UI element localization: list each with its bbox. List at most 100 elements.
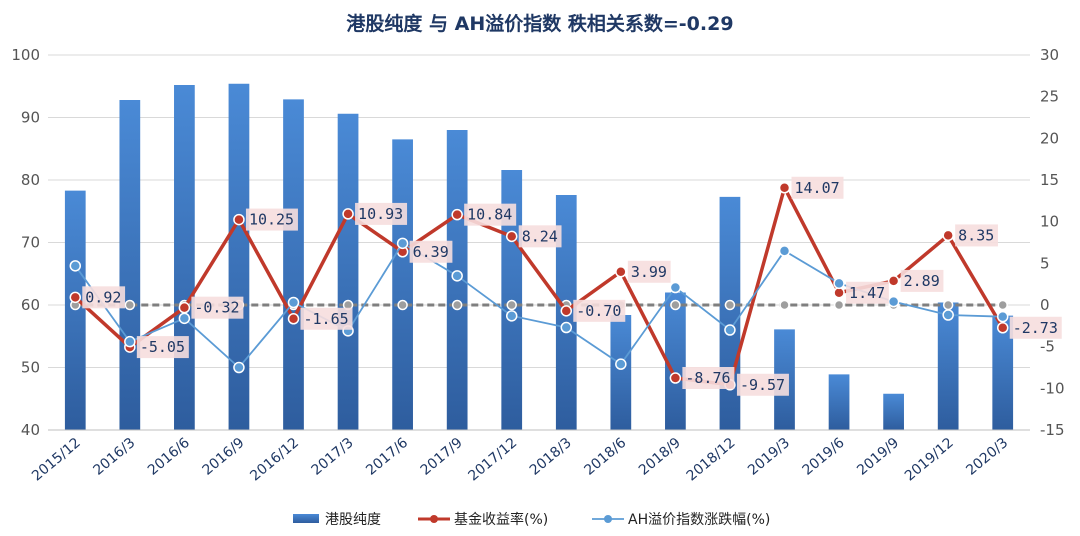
legend-item: 基金收益率(%) [418, 511, 548, 528]
data-label: -8.76 [685, 369, 730, 387]
data-label-bg [1009, 316, 1062, 339]
x-tick-label: 2018/3 [527, 435, 575, 479]
axis-layer: 40 50 60 70 80 90 100 -15 -10 -5 0 5 10 15 20 25 30 2015/… [11, 46, 1064, 484]
data-label-bg [136, 336, 189, 359]
ah-premium-point [178, 312, 191, 325]
legend-item: AH溢价指数涨跌幅(%) [592, 512, 770, 528]
ah-premium-point [833, 277, 845, 290]
x-tick-label: 2017/3 [309, 435, 357, 479]
bar [828, 374, 850, 430]
legend-item: 港股纯度 [293, 512, 381, 528]
y-right-tick-label: 10 [1040, 213, 1059, 231]
x-tick-label: 2017/6 [363, 435, 411, 479]
ah-premium-point [669, 281, 682, 294]
x-tick-label: 2020/3 [963, 435, 1011, 479]
ah-premium-point [942, 309, 954, 321]
y-left-tick-label: 60 [21, 296, 40, 314]
fund-return-point [505, 230, 518, 243]
bar [610, 315, 632, 430]
bar [337, 113, 359, 430]
legend-swatch-marker [604, 515, 612, 523]
ah-premium-point [996, 310, 1009, 323]
fund-return-point [887, 275, 900, 287]
ah-premium-point [69, 260, 82, 272]
data-label: -0.70 [576, 302, 621, 320]
bar [228, 83, 250, 430]
zero-reference-point [997, 299, 1008, 311]
zero-reference-point [451, 299, 463, 311]
x-tick-label: 2016/12 [247, 435, 302, 485]
fund-return-point [942, 229, 954, 242]
bar [665, 292, 686, 430]
y-right-tick-label: -10 [1040, 379, 1065, 397]
bar [174, 85, 195, 430]
y-right-tick-label: -5 [1040, 338, 1055, 356]
data-label-bg [955, 224, 998, 247]
zero-reference-point [670, 299, 681, 311]
data-label-bg [791, 176, 844, 199]
ah-premium-point [505, 310, 518, 322]
x-tick-label: 2018/6 [581, 435, 629, 479]
x-tick-label: 2017/9 [418, 435, 466, 479]
data-label: 8.24 [522, 227, 558, 245]
data-label: -0.32 [194, 299, 239, 317]
data-label: 1.47 [849, 284, 885, 302]
data-label: 0.92 [85, 288, 121, 306]
data-label-bg [736, 373, 789, 396]
data-label-bg [464, 203, 517, 226]
fund-return-point [615, 266, 627, 278]
ah-premium-point [778, 245, 791, 257]
data-label-bg [245, 208, 298, 231]
data-label-bg [573, 299, 626, 322]
label-layer: 0.92 -5.05 -0.32 10.25 -1.65 10.93 6.39 10.84 8.… [82, 176, 1062, 396]
legend-label: 港股纯度 [325, 512, 381, 528]
y-left-tick-label: 50 [21, 359, 40, 377]
legend-swatch-marker [430, 515, 438, 523]
data-label-bg [518, 225, 562, 248]
zero-reference-point [506, 299, 517, 311]
data-label-bg [300, 307, 353, 330]
ah-premium-point [287, 296, 300, 309]
fund-return-point [833, 287, 845, 299]
bar [64, 190, 86, 430]
data-label-bg [627, 260, 671, 283]
y-left-tick-label: 90 [21, 109, 40, 127]
x-tick-label: 2019/6 [800, 435, 848, 479]
x-tick-label: 2016/3 [90, 435, 138, 479]
legend-label: 基金收益率(%) [454, 511, 548, 528]
data-label: -2.73 [1013, 319, 1058, 337]
fund-return-point [778, 182, 791, 194]
bar [119, 100, 141, 430]
data-label-bg [355, 202, 408, 225]
y-left-tick-label: 70 [21, 234, 40, 252]
data-label-bg [191, 296, 244, 319]
data-label: 8.35 [958, 226, 994, 244]
data-label: 10.93 [358, 205, 403, 223]
data-label-bg [409, 240, 453, 263]
ah-premium-point [724, 324, 736, 336]
y-left-tick-label: 40 [21, 421, 40, 439]
ah-premium-point [451, 270, 463, 282]
data-label-bg [682, 367, 735, 389]
bar [883, 393, 904, 430]
legend: 港股纯度 基金收益率(%) AH溢价指数涨跌幅(%) [293, 511, 770, 528]
y-right-tick-label: 0 [1040, 296, 1050, 314]
x-tick-label: 2016/6 [145, 435, 193, 479]
ah-premium-point [396, 237, 409, 250]
fund-return-point [287, 313, 300, 325]
y-right-tick-label: 20 [1040, 129, 1059, 147]
x-tick-label: 2017/12 [465, 435, 520, 485]
legend-swatch-bar [293, 514, 319, 523]
x-tick-label: 2019/3 [745, 435, 793, 479]
zero-reference-point [833, 299, 845, 311]
bar [992, 315, 1014, 430]
fund-return-point [996, 322, 1009, 334]
fund-return-point [233, 213, 245, 226]
ah-premium-point [233, 361, 245, 374]
bar-layer [64, 83, 1014, 430]
fund-return-point [560, 305, 573, 317]
zero-reference-point [124, 299, 136, 311]
bar [937, 302, 959, 430]
